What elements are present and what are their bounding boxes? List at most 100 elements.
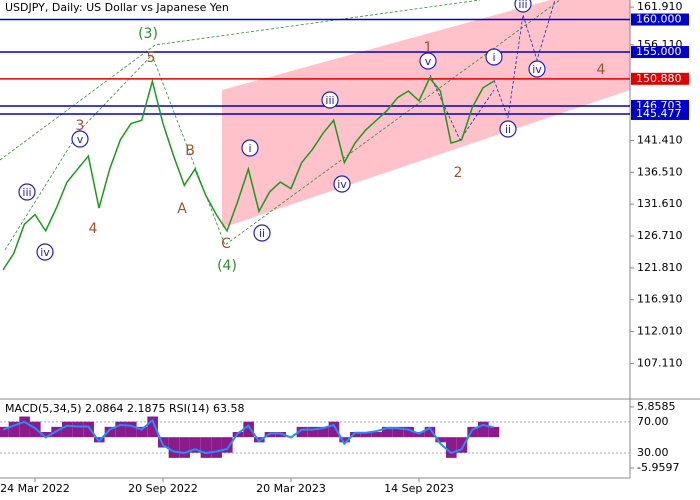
macd-bar [435, 437, 446, 443]
macd-bar [136, 426, 148, 438]
macd-bar [168, 437, 180, 458]
macd-bar [83, 421, 94, 438]
y-tick-label: -5.9597 [637, 461, 679, 474]
macd-bar [211, 437, 222, 458]
projection-lines [0, 0, 561, 251]
wave-circle [514, 0, 532, 13]
wave-label: 3 [76, 118, 85, 134]
x-tick-label: 14 Sep 2023 [384, 482, 454, 495]
macd-bar [360, 432, 372, 438]
y-tick-label: 141.410 [637, 133, 683, 146]
macd-bar [254, 437, 265, 443]
level-box [631, 46, 689, 59]
wave-label: iv [337, 178, 347, 191]
wave-circle [419, 52, 437, 70]
wave-label: i [248, 142, 251, 155]
wave-label: v [77, 133, 84, 146]
x-tick-label: 24 Mar 2022 [0, 482, 70, 495]
wave-label: i [492, 51, 495, 64]
wave-circle [71, 130, 89, 148]
macd-bar [414, 432, 425, 438]
wave-circle [321, 91, 339, 109]
y-tick-label: 107.110 [637, 356, 683, 369]
macd-bar [179, 437, 190, 458]
y2-tick-label: 30.00 [637, 446, 669, 459]
macd-bar [296, 426, 308, 438]
macd-bar [72, 421, 84, 438]
chart-title: USDJPY, Daily: US Dollar vs Japanese Yen [5, 1, 229, 14]
macd-bar [478, 421, 489, 438]
y-tick-label: 112.010 [637, 325, 683, 338]
macd-bar [115, 421, 126, 438]
level-box [631, 72, 689, 85]
wave-circle [499, 120, 517, 138]
wave-label: A [177, 201, 187, 217]
wave-circle [241, 139, 259, 157]
macd-bar [243, 421, 254, 438]
macd-bar [488, 426, 500, 438]
rsi-line [2, 418, 494, 455]
macd-bar [403, 426, 414, 438]
macd-bar [0, 426, 9, 438]
level-label: 160.000 [636, 13, 682, 26]
macd-bar [339, 437, 350, 443]
macd-bar [8, 421, 20, 438]
macd-bar [446, 437, 457, 458]
y-tick-label: 126.710 [637, 229, 683, 242]
macd-bar [467, 426, 478, 438]
indicator-title: MACD(5,34,5) 2.0864 2.1875 RSI(14) 63.58 [5, 402, 244, 415]
macd-bar [264, 432, 276, 438]
level-label: 150.880 [636, 72, 682, 85]
y-tick-label: 161.910 [637, 0, 683, 13]
y-tick-label: 116.910 [637, 293, 683, 306]
macd-bar [19, 416, 30, 438]
wave-circle [528, 60, 546, 78]
wave-label: iv [40, 246, 50, 259]
wave-circle [253, 224, 271, 242]
wave-circle [36, 243, 54, 261]
wave-circle [18, 183, 36, 201]
level-box [631, 107, 689, 120]
x-tick-label: 20 Sep 2022 [128, 482, 198, 495]
macd-bar [307, 426, 318, 438]
y-tick-label: 131.610 [637, 197, 683, 210]
wave-label: v [425, 55, 432, 68]
macd-bar [328, 421, 340, 438]
wave-label: (4) [217, 258, 237, 274]
macd-bar [62, 421, 73, 438]
macd-bar [147, 416, 158, 438]
wave-label: B [185, 143, 195, 159]
macd-bar [40, 432, 52, 438]
macd-bar [392, 426, 404, 438]
macd-bar [350, 432, 361, 438]
macd-bar [424, 426, 436, 438]
y2-tick-label: 70.00 [637, 415, 669, 428]
y-tick-label: 136.510 [637, 165, 683, 178]
wave-label: iii [518, 0, 527, 11]
level-box [631, 13, 689, 26]
level-label: 155.000 [636, 45, 682, 58]
wave-label: ii [505, 123, 511, 136]
macd-bar [371, 432, 382, 438]
macd-bar [126, 421, 137, 438]
wave-label: iii [325, 94, 334, 107]
wave-label: 1 [424, 40, 433, 56]
x-tick-label: 20 Mar 2023 [256, 482, 326, 495]
macd-bar [190, 437, 201, 453]
wave-label: 4 [597, 62, 606, 78]
wave-label: (3) [138, 26, 158, 42]
wave-circle [485, 48, 503, 66]
macd-bar [382, 426, 393, 438]
wave-label: 2 [454, 165, 463, 181]
y-tick-label: 5.8585 [637, 400, 676, 413]
wave-circle [333, 175, 351, 193]
macd-bar [200, 437, 212, 458]
wave-label: C [221, 236, 231, 252]
macd-bar [456, 437, 468, 453]
price-line [2, 76, 495, 271]
macd-bar [222, 437, 233, 453]
wave-label: ii [259, 227, 265, 240]
wave-label: iv [532, 63, 542, 76]
level-label: 145.477 [636, 107, 682, 120]
